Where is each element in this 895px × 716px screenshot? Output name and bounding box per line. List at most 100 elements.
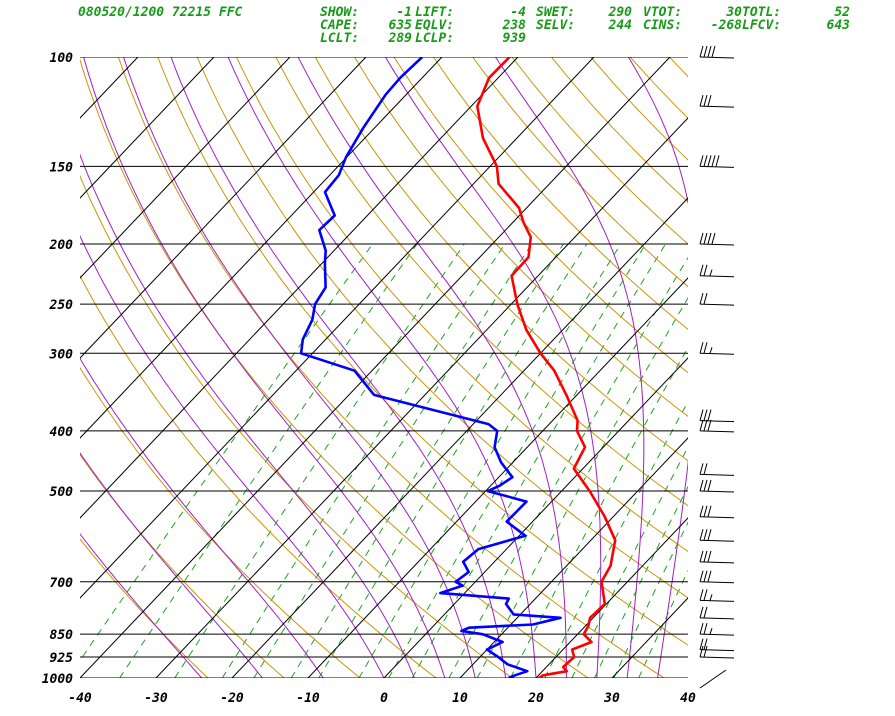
isotherm-line: [80, 57, 291, 279]
index-label: LCLP:: [415, 31, 454, 46]
index-value: 939: [503, 31, 527, 46]
index-label: LIFT:: [415, 5, 454, 20]
mixing-ratio-lines: [80, 243, 688, 678]
wind-barb: [699, 623, 735, 636]
isotherm-line: [80, 57, 671, 678]
index-label: CINS:: [643, 18, 682, 33]
dry-adiabat-line: [275, 57, 688, 507]
mixing-ratio-line: [544, 400, 688, 678]
dry-adiabat-line: [788, 57, 895, 678]
y-tick-label: 300: [49, 347, 74, 362]
wind-barb: [699, 95, 735, 108]
wind-barb: [699, 419, 735, 433]
x-tick-label: -40: [68, 691, 92, 706]
wind-barb: [699, 342, 735, 355]
mixing-ratio-line: [411, 243, 667, 678]
wind-barb: [699, 589, 735, 602]
index-label: SELV:: [536, 18, 575, 33]
x-tick-label: 40: [680, 691, 696, 706]
wind-barb: [699, 463, 735, 476]
plot-area: [80, 57, 895, 678]
wind-barbs: [699, 45, 735, 689]
x-tick-label: 0: [380, 691, 388, 706]
dry-adiabat-line: [866, 57, 895, 678]
isotherm-line: [535, 517, 688, 678]
isotherm-line: [383, 357, 688, 678]
x-tick-label: 30: [603, 691, 620, 706]
wind-barb: [699, 550, 735, 564]
isotherm-line: [155, 117, 688, 678]
y-tick-label: 100: [50, 51, 74, 66]
wind-barb: [699, 638, 735, 652]
index-value: 643: [827, 18, 851, 33]
x-tick-label: -20: [220, 691, 244, 706]
wind-barb: [699, 645, 735, 659]
y-tick-label: 200: [49, 238, 74, 253]
isotherm-line: [80, 57, 215, 199]
isotherm-line: [80, 57, 519, 519]
index-label: TOTL:: [742, 5, 781, 20]
index-label: EQLV:: [415, 18, 454, 33]
index-label: CAPE:: [320, 18, 359, 33]
dry-adiabat-line: [827, 57, 895, 678]
mixing-ratio-line: [510, 346, 688, 678]
moist-adiabat-line: [627, 57, 688, 678]
index-label: LCLT:: [320, 31, 359, 46]
mixing-ratio-line: [318, 243, 588, 678]
y-tick-label: 500: [50, 485, 74, 500]
dry-adiabat-line: [80, 538, 209, 678]
y-tick-label: 1000: [42, 672, 73, 687]
mixing-ratio-line: [448, 256, 688, 678]
mixing-ratio-line: [221, 243, 506, 678]
wind-barb: [699, 505, 735, 519]
isotherm-line: [459, 437, 688, 678]
y-tick-label: 250: [49, 298, 74, 313]
temperature-axis-labels: -40 -30 -20 -10 0 10 20 30 40: [68, 691, 696, 706]
x-tick-label: -30: [144, 691, 168, 706]
dry-adiabat-line: [196, 57, 688, 599]
wind-barb: [699, 669, 727, 689]
dry-adiabat-line: [748, 57, 895, 678]
dry-adiabat-line: [629, 57, 688, 119]
isotherm-line: [687, 677, 688, 678]
y-tick-label: 150: [50, 160, 74, 175]
moist-adiabat-line: [80, 357, 324, 678]
pressure-axis-labels: 100 150 200 250 300 400 500 700 850 925 1000: [42, 51, 73, 687]
moist-adiabat-line: [83, 57, 446, 678]
isotherm-line: [611, 597, 688, 678]
index-label: VTOT:: [643, 5, 682, 20]
isotherm-line: [80, 57, 595, 599]
y-tick-label: 400: [50, 425, 74, 440]
dry-adiabat-line: [80, 453, 285, 678]
moist-adiabat-line: [170, 57, 507, 678]
index-value: 30: [725, 5, 742, 20]
wind-barb: [699, 479, 735, 493]
mixing-ratio-line: [253, 243, 533, 678]
mixing-ratio-line: [638, 569, 688, 678]
wind-barb: [699, 409, 735, 423]
y-tick-label: 700: [50, 576, 74, 591]
mixing-ratio-line: [358, 243, 622, 678]
index-label: LFCV:: [742, 18, 781, 33]
wind-barb: [699, 264, 735, 278]
mixing-ratio-line: [594, 485, 688, 678]
x-tick-label: 10: [452, 691, 468, 706]
dry-adiabat-line: [235, 57, 688, 552]
wind-barb: [699, 570, 735, 584]
wind-barb: [699, 529, 735, 542]
index-value: -4: [510, 5, 526, 20]
index-value: 290: [608, 5, 633, 20]
moist-adiabat-line: [80, 533, 202, 678]
wind-barb: [699, 292, 735, 306]
dry-adiabat-line: [709, 57, 895, 678]
isotherm-line: [231, 197, 688, 678]
index-value: 52: [834, 5, 850, 20]
station-time-label: 080520/1200 72215 FFC: [78, 5, 243, 20]
dry-adiabat-line: [393, 57, 688, 374]
y-tick-label: 925: [50, 651, 74, 666]
index-value: -268: [711, 18, 742, 33]
dry-adiabat-line: [669, 57, 688, 78]
isotherm-line: [80, 57, 367, 359]
y-tick-label: 850: [50, 628, 74, 643]
